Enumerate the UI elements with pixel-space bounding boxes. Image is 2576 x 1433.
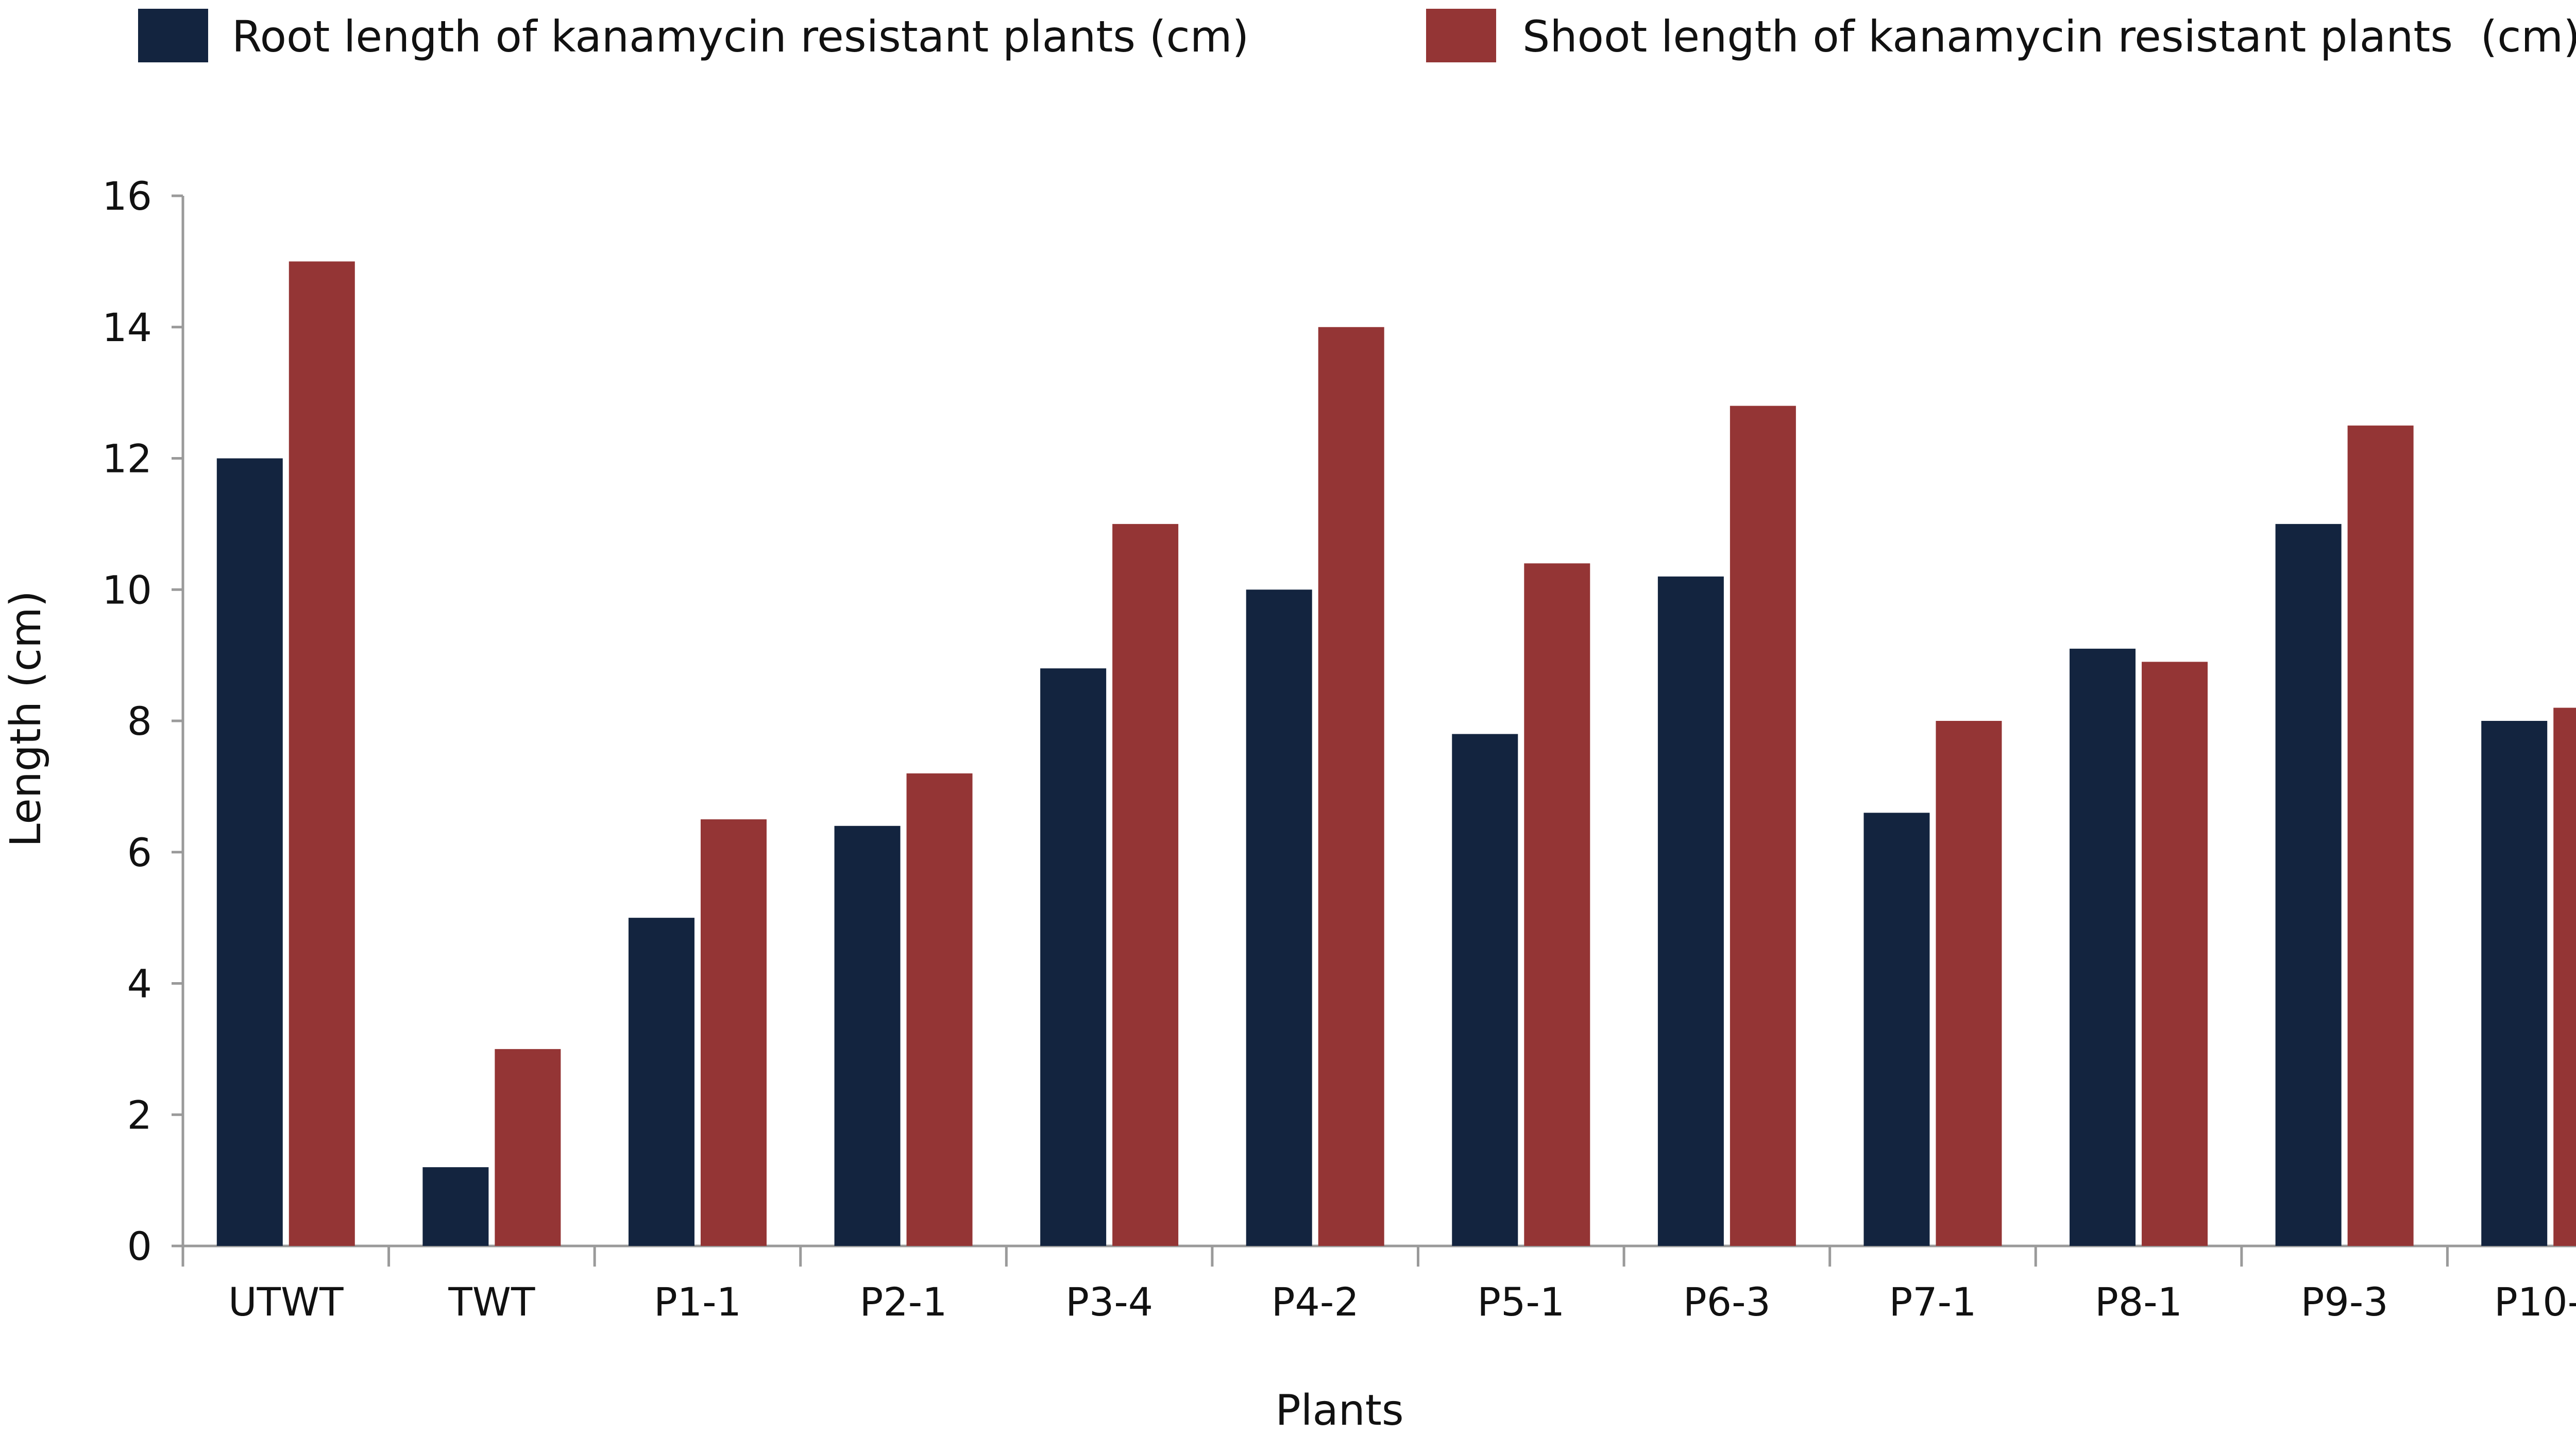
- y-tick-label: 0: [127, 1223, 152, 1269]
- root-length-bar-p6-3: [1657, 576, 1724, 1246]
- x-tick-label: P10-1: [2494, 1279, 2576, 1325]
- root-length-bar-p8-1: [2070, 648, 2136, 1246]
- root-length-bar-p2-1: [834, 825, 901, 1246]
- legend-label-root: Root length of kanamycin resistant plant…: [232, 11, 1249, 62]
- y-tick-label: 16: [102, 173, 152, 219]
- shoot-length-bar-p2-1: [906, 773, 973, 1246]
- shoot-length-bar-p6-3: [1730, 406, 1796, 1246]
- shoot-length-bar-twt: [495, 1049, 561, 1246]
- x-tick-label: P6-3: [1683, 1279, 1771, 1325]
- root-length-bar-p7-1: [1863, 813, 1930, 1246]
- y-tick-label: 2: [127, 1092, 152, 1138]
- legend: Root length of kanamycin resistant plant…: [138, 9, 2576, 62]
- x-tick-label: P4-2: [1272, 1279, 1359, 1325]
- x-tick-label: P1-1: [654, 1279, 741, 1325]
- x-tick-label: P8-1: [2095, 1279, 2182, 1325]
- x-axis-title: Plants: [1275, 1386, 1403, 1433]
- x-tick-label: P5-1: [1477, 1279, 1565, 1325]
- root-length-bar-p10-1: [2481, 721, 2548, 1246]
- x-tick-label: P9-3: [2301, 1279, 2388, 1325]
- bars: [216, 261, 2576, 1246]
- y-tick-label: 6: [127, 830, 152, 875]
- shoot-length-bar-utwt: [289, 261, 355, 1246]
- root-length-bar-utwt: [216, 458, 283, 1246]
- y-axis: 0 2 4 6 8 10 12 14 16: [102, 173, 184, 1269]
- shoot-length-bar-p10-1: [2553, 707, 2576, 1246]
- y-tick-label: 4: [127, 961, 152, 1007]
- root-length-bar-p5-1: [1452, 734, 1518, 1246]
- root-length-bar-p4-2: [1246, 589, 1312, 1246]
- legend-swatch-root: [138, 9, 208, 62]
- legend-label-shoot: Shoot length of kanamycin resistant plan…: [1522, 11, 2576, 62]
- root-length-bar-p3-4: [1040, 668, 1107, 1246]
- y-tick-label: 14: [102, 305, 152, 350]
- shoot-length-bar-p7-1: [1936, 721, 2002, 1246]
- shoot-length-bar-p5-1: [1524, 563, 1590, 1246]
- shoot-length-bar-p8-1: [2142, 662, 2208, 1246]
- x-axis: UTWT TWT P1-1 P2-1 P3-4 P4-2 P5-1 P6-3 P7-1 P8-1 P…: [181, 1244, 2576, 1325]
- y-tick-label: 10: [102, 567, 152, 613]
- root-length-bar-p1-1: [628, 918, 694, 1246]
- x-tick-label: P7-1: [1889, 1279, 1976, 1325]
- shoot-length-bar-p9-3: [2347, 425, 2414, 1246]
- x-tick-label: TWT: [448, 1279, 535, 1325]
- shoot-length-bar-p4-2: [1318, 327, 1384, 1246]
- x-tick-label: P2-1: [860, 1279, 947, 1325]
- shoot-length-bar-p1-1: [700, 819, 767, 1246]
- y-axis-title: Length (cm): [2, 591, 50, 847]
- x-tick-label: P3-4: [1065, 1279, 1153, 1325]
- y-tick-label: 12: [102, 436, 152, 482]
- y-tick-label: 8: [127, 698, 152, 744]
- root-length-bar-twt: [422, 1167, 489, 1246]
- root-length-bar-p9-3: [2275, 524, 2342, 1246]
- x-tick-label: UTWT: [228, 1279, 344, 1325]
- shoot-length-bar-p3-4: [1112, 524, 1179, 1246]
- legend-swatch-shoot: [1426, 9, 1496, 62]
